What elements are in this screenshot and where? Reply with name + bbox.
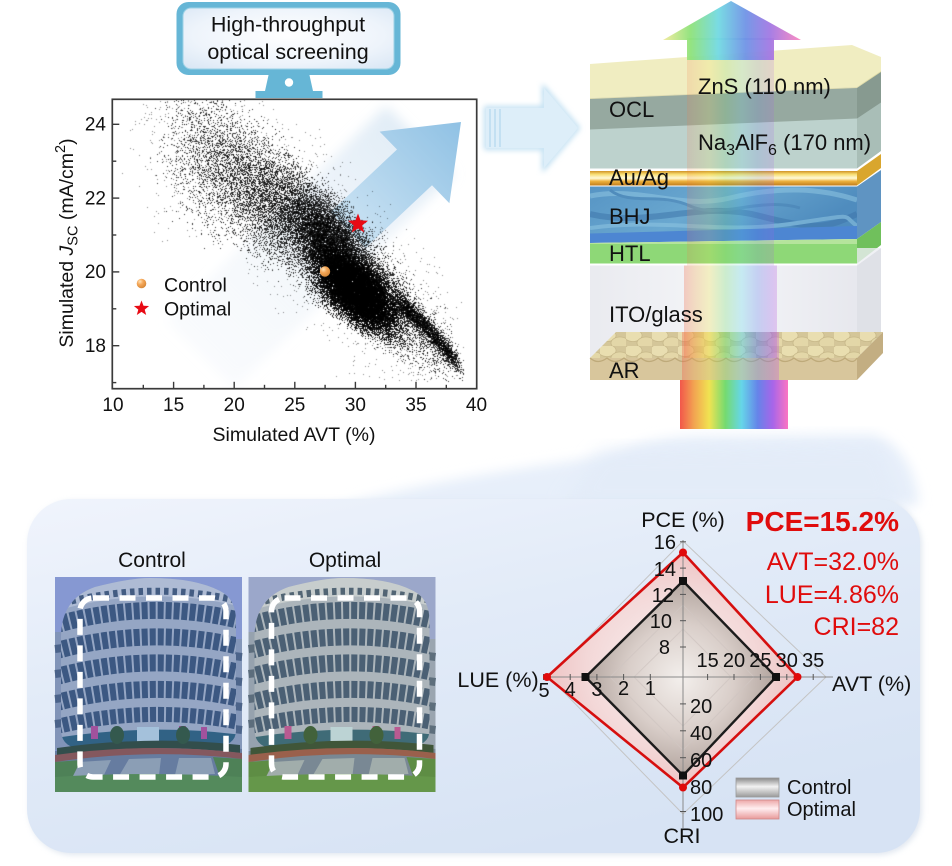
svg-text:20: 20 (723, 650, 745, 672)
svg-text:Optimal: Optimal (309, 549, 381, 572)
svg-text:25: 25 (284, 395, 305, 416)
svg-text:30: 30 (776, 650, 798, 672)
svg-text:35: 35 (802, 650, 824, 672)
svg-text:80: 80 (690, 777, 712, 799)
svg-text:22: 22 (85, 189, 106, 210)
svg-text:20: 20 (224, 395, 245, 416)
svg-text:60: 60 (690, 750, 712, 772)
svg-text:5: 5 (538, 680, 549, 702)
svg-text:40: 40 (690, 723, 712, 745)
svg-text:3: 3 (591, 679, 602, 701)
svg-text:8: 8 (659, 637, 670, 659)
svg-text:LUE=4.86%: LUE=4.86% (765, 581, 899, 609)
svg-text:LUE (%): LUE (%) (457, 668, 538, 692)
svg-text:optical screening: optical screening (207, 40, 368, 64)
svg-text:4: 4 (565, 679, 576, 701)
svg-text:10: 10 (650, 611, 672, 633)
svg-text:Simulated AVT (%): Simulated AVT (%) (213, 424, 376, 446)
svg-text:1: 1 (645, 678, 656, 700)
svg-text:CRI=82: CRI=82 (814, 613, 899, 641)
svg-text:BHJ: BHJ (609, 204, 651, 229)
svg-text:20: 20 (690, 696, 712, 718)
svg-text:24: 24 (85, 115, 107, 136)
svg-text:Optimal: Optimal (787, 799, 856, 821)
svg-text:HTL: HTL (609, 241, 651, 266)
svg-text:35: 35 (405, 395, 426, 416)
svg-text:Control: Control (164, 275, 227, 297)
svg-text:20: 20 (85, 262, 106, 283)
svg-text:30: 30 (345, 395, 366, 416)
svg-text:40: 40 (466, 395, 487, 416)
svg-text:AVT (%): AVT (%) (832, 672, 911, 696)
svg-text:Control: Control (787, 777, 851, 799)
svg-text:PCE (%): PCE (%) (641, 508, 725, 532)
svg-text:CRI: CRI (663, 824, 700, 848)
svg-text:12: 12 (652, 585, 674, 607)
svg-text:15: 15 (696, 650, 718, 672)
svg-text:ZnS (110 nm): ZnS (110 nm) (698, 74, 831, 99)
svg-text:OCL: OCL (609, 97, 654, 122)
svg-text:2: 2 (618, 678, 629, 700)
svg-text:18: 18 (85, 336, 106, 357)
svg-text:High-throughput: High-throughput (211, 13, 365, 37)
svg-text:100: 100 (690, 804, 723, 826)
svg-text:15: 15 (163, 395, 184, 416)
svg-text:AR: AR (609, 358, 640, 383)
svg-text:AVT=32.0%: AVT=32.0% (767, 548, 899, 576)
svg-text:14: 14 (654, 559, 676, 581)
svg-text:Au/Ag: Au/Ag (609, 165, 669, 190)
svg-text:PCE=15.2%: PCE=15.2% (746, 506, 899, 537)
svg-text:Optimal: Optimal (164, 299, 231, 321)
svg-text:10: 10 (102, 395, 123, 416)
svg-text:25: 25 (749, 650, 771, 672)
svg-text:Control: Control (118, 549, 186, 572)
svg-text:16: 16 (654, 532, 676, 554)
svg-text:ITO/glass: ITO/glass (609, 302, 703, 327)
